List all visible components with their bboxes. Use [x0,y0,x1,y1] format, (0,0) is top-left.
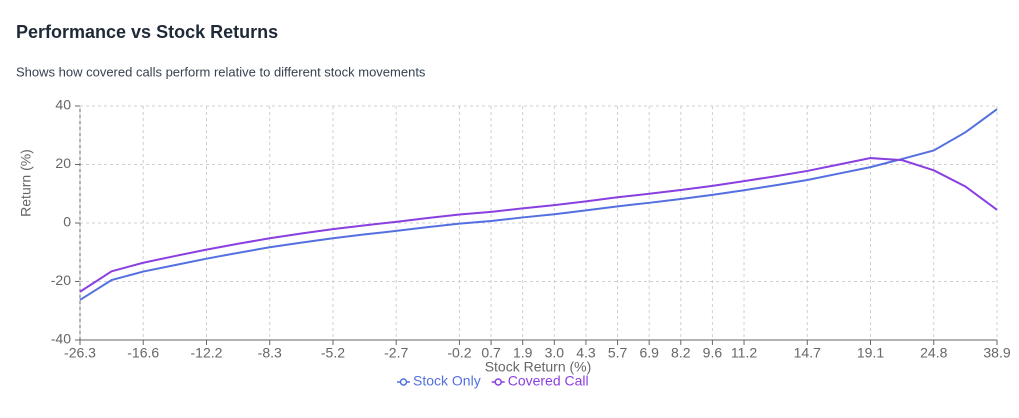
legend-label: Covered Call [508,373,589,389]
x-tick-label: -0.2 [447,345,471,361]
x-axis-label: Stock Return (%) [485,359,592,375]
x-tick-label: 0.7 [481,345,501,361]
legend-label: Stock Only [413,373,481,389]
x-tick-label: 11.2 [731,345,757,361]
y-tick-label: 0 [63,214,71,230]
y-tick-label: 20 [55,155,71,171]
x-tick-label: 8.2 [671,345,691,361]
chart-title: Performance vs Stock Returns [16,22,278,42]
y-tick-label: -20 [51,272,71,288]
x-tick-label: -16.6 [127,345,159,361]
x-tick-label: -26.3 [64,345,96,361]
series-line [79,157,998,293]
x-tick-label: -12.2 [191,345,223,361]
x-tick-label: 3.0 [545,345,565,361]
series-line [79,108,998,301]
x-tick-label: 6.9 [639,345,659,361]
y-tick-label: -40 [51,331,71,347]
x-tick-label: 9.6 [703,345,723,361]
legend-marker [399,378,408,386]
chart-subtitle: Shows how covered calls perform relative… [16,64,426,79]
x-tick-label: -5.2 [321,345,345,361]
legend-marker [494,378,502,386]
x-tick-label: -2.7 [384,345,408,361]
x-tick-label: 1.9 [513,345,533,361]
y-axis-label: Return (%) [18,149,34,217]
x-tick-label: 38.9 [983,345,1010,361]
x-tick-label: 5.7 [608,345,628,361]
x-tick-label: -8.3 [258,345,282,361]
x-tick-label: 4.3 [576,345,596,361]
x-tick-label: 14.7 [794,345,821,361]
x-tick-label: 19.1 [857,345,884,361]
x-tick-label: 24.8 [920,345,947,361]
y-tick-label: 40 [55,97,71,113]
